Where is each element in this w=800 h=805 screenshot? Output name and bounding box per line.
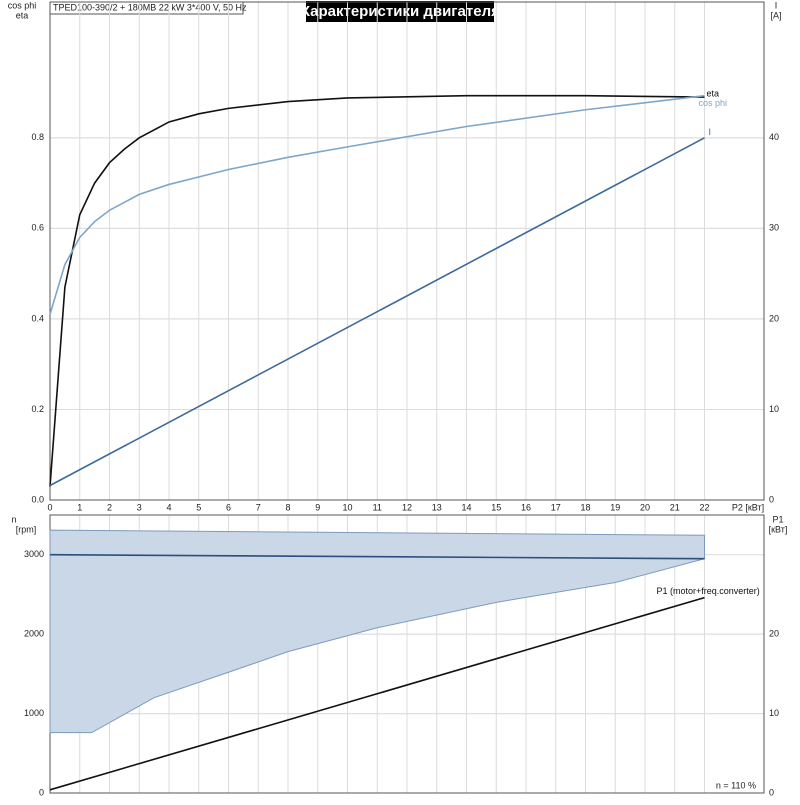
y2-tick-label: 30	[769, 223, 779, 233]
y-tick-label: 0.6	[31, 223, 44, 233]
series-line	[49, 94, 705, 315]
y-label: [rpm]	[16, 524, 37, 534]
y-tick-label: 2000	[24, 629, 44, 639]
x-tick-label: 16	[521, 502, 531, 512]
x-tick-label: 22	[699, 502, 709, 512]
series-line	[49, 94, 705, 487]
x-tick-label: 4	[166, 502, 171, 512]
y-tick-label: 0	[39, 787, 44, 797]
y2-tick-label: 10	[769, 404, 779, 414]
y-tick-label: 0.2	[31, 404, 44, 414]
x-tick-label: 3	[137, 502, 142, 512]
y2-tick-label: 40	[769, 132, 779, 142]
y2-tick-label: 20	[769, 629, 779, 639]
x-tick-label: 19	[610, 502, 620, 512]
x-tick-label: 8	[285, 502, 290, 512]
y-tick-label: 1000	[24, 708, 44, 718]
x-tick-label: 15	[491, 502, 501, 512]
x-tick-label: 7	[256, 502, 261, 512]
series-line	[49, 596, 705, 791]
y-label: cos phi	[8, 0, 37, 10]
y2-label: P1	[772, 514, 783, 524]
annotation: n = 110 %	[716, 780, 756, 790]
series-label: cos phi	[699, 98, 728, 108]
chart-title: Характеристики двигателя	[300, 3, 500, 20]
title-box	[306, 1, 494, 22]
y2-tick-label: 0	[769, 787, 774, 797]
header: TPED100-390/2 + 180MB 22 kW 3*400 V, 50 …	[53, 2, 247, 12]
x-tick-label: 9	[315, 502, 320, 512]
x-tick-label: 11	[373, 502, 382, 512]
y-tick-label: 0.0	[31, 494, 44, 504]
y2-tick-label: 0	[769, 494, 774, 504]
y2-label: [кВт]	[769, 524, 788, 534]
x-tick-label: 21	[670, 502, 680, 512]
operating-band	[49, 529, 705, 734]
x-tick-label: 6	[226, 502, 231, 512]
y2-label: I	[775, 0, 778, 10]
y-label: eta	[16, 10, 29, 20]
x-tick-label: 10	[342, 502, 352, 512]
x-tick-label: 13	[432, 502, 442, 512]
x-tick-label: 0	[47, 502, 52, 512]
y-tick-label: 0.8	[31, 132, 44, 142]
x-label: P2 [кВт]	[732, 502, 764, 512]
series-label: P1 (motor+freq.converter)	[657, 586, 760, 596]
y-label: n	[11, 514, 16, 524]
x-tick-label: 17	[551, 502, 561, 512]
plot-frame	[49, 1, 765, 501]
x-tick-label: 14	[461, 502, 471, 512]
x-tick-label: 20	[640, 502, 650, 512]
y2-tick-label: 20	[769, 313, 779, 323]
x-tick-label: 18	[580, 502, 590, 512]
series-line	[49, 553, 705, 560]
x-tick-label: 5	[196, 502, 201, 512]
series-line	[49, 137, 705, 487]
y2-tick-label: 10	[769, 708, 779, 718]
x-tick-label: 1	[77, 502, 82, 512]
y-tick-label: 0.4	[31, 313, 44, 323]
x-tick-label: 2	[107, 502, 112, 512]
series-label: I	[709, 127, 712, 137]
y-tick-label: 3000	[24, 549, 44, 559]
series-label: eta	[707, 88, 720, 98]
y2-label: [A]	[770, 10, 781, 20]
x-tick-label: 12	[402, 502, 412, 512]
